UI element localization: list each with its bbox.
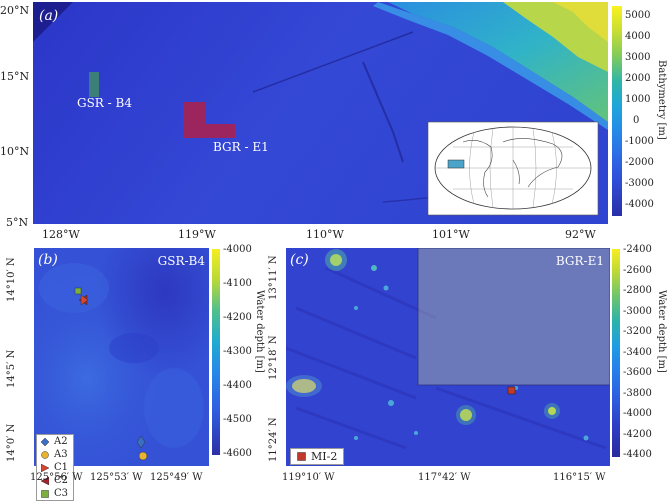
cb-tick: -4200 (223, 312, 252, 323)
marker-c3 (74, 287, 82, 295)
marker-c1 (80, 294, 89, 306)
lon-tick: 125°49′ W (150, 472, 203, 483)
cb-tick: -4200 (623, 428, 652, 440)
legend-item-mi-2: MI-2 (293, 450, 341, 463)
cb-tick: -4300 (223, 346, 252, 357)
panel-b-letter: (b) (38, 252, 58, 268)
cb-tick: -2000 (625, 157, 654, 168)
panel-b-colorbar (212, 249, 220, 455)
lon-tick: 119°W (178, 228, 216, 241)
cb-tick: 1000 (625, 94, 651, 105)
cb-tick: -4600 (223, 448, 252, 459)
lat-tick: 10°N (0, 145, 30, 158)
legend-item-c2: C2 (37, 474, 73, 487)
panel-b-title: GSR-B4 (157, 254, 205, 268)
lat-tick: 14°10′ N (6, 257, 17, 302)
panel-b-map (34, 248, 209, 466)
panel-a-colorbar (612, 6, 622, 216)
panel-c-legend: MI-2 (290, 448, 345, 465)
bgr-e1-region (183, 102, 235, 138)
lon-tick: 101°W (432, 228, 470, 241)
seamounts (286, 249, 589, 441)
gsr-b4-label: GSR - B4 (77, 96, 132, 110)
cb-tick: -2400 (623, 244, 652, 255)
cb-tick: 2000 (625, 73, 651, 84)
lat-tick: 20°N (0, 4, 30, 17)
cb-tick: -4500 (223, 414, 252, 425)
panel-c: (c) BGR-E1 MI-2 (286, 248, 610, 466)
lon-tick: 119°10′ W (282, 472, 335, 483)
marker-a2 (136, 435, 146, 449)
cb-tick: -4400 (623, 449, 652, 460)
marker-mi-2 (507, 386, 516, 395)
panel-c-colorbar-label: Water depth [m] (656, 290, 667, 373)
cb-tick: -3600 (623, 367, 652, 378)
panel-a-letter: (a) (39, 8, 59, 24)
lon-tick: 117°42′ W (418, 472, 471, 483)
lon-tick: 128°W (42, 228, 80, 241)
cb-tick: 5000 (625, 10, 651, 21)
cb-tick: -1000 (625, 136, 654, 147)
legend-item-a2: A2 (37, 435, 73, 448)
cb-tick: 3000 (625, 52, 651, 63)
lat-tick: 13°11′ N (268, 255, 279, 300)
lat-tick: 14°5′ N (6, 349, 17, 388)
cb-tick: 0 (633, 115, 640, 126)
lat-tick: 11°24′ N (268, 417, 279, 462)
legend-item-c3: C3 (37, 487, 73, 500)
lon-tick: 110°W (306, 228, 344, 241)
panel-a-colorbar-label: Bathymetry [m] (656, 60, 667, 140)
lon-tick: 125°56′ W (30, 472, 83, 483)
cb-tick: -2800 (623, 285, 652, 296)
cb-tick: -3200 (623, 326, 652, 337)
panel-c-letter: (c) (290, 252, 309, 268)
panel-b-legend: A2 A3 C1 C2 C3 (36, 434, 74, 501)
cb-tick: -3800 (623, 387, 652, 399)
cb-tick: -2600 (623, 264, 652, 276)
cb-tick: -4400 (223, 380, 252, 391)
lat-tick: 14°0′ N (6, 423, 17, 462)
cb-tick: -4000 (625, 199, 654, 210)
cb-tick: -4000 (223, 244, 252, 255)
panel-a: (a) GSR - B4 BGR - E1 (33, 2, 608, 224)
cb-tick: 4000 (625, 31, 651, 42)
inset-world-map (427, 121, 599, 216)
lat-tick: 12°18′ N (268, 335, 279, 380)
legend-item-c1: C1 (37, 461, 73, 474)
panel-a-map (33, 2, 608, 224)
cb-tick: -3400 (623, 346, 652, 358)
gsr-b4-region (89, 72, 99, 97)
lat-tick: 15°N (0, 70, 30, 83)
panel-c-colorbar (612, 249, 620, 457)
lat-tick: 5°N (6, 216, 29, 229)
cb-tick: -3000 (623, 305, 652, 317)
lon-tick: 116°15′ W (553, 472, 606, 483)
cb-tick: -3000 (625, 178, 654, 189)
survey-area-overlay (417, 248, 610, 386)
panel-c-title: BGR-E1 (555, 254, 604, 268)
lon-tick: 125°53′ W (90, 472, 143, 483)
legend-item-a3: A3 (37, 448, 73, 461)
lon-tick: 92°W (565, 228, 596, 241)
bgr-e1-label: BGR - E1 (213, 140, 269, 154)
marker-a3 (138, 451, 148, 461)
cb-tick: -4100 (223, 278, 252, 289)
panel-c-map (286, 248, 610, 466)
panel-b: (b) GSR-B4 A2 A3 C1 C2 C3 (34, 248, 209, 501)
panel-b-colorbar-label: Water depth [m] (254, 290, 265, 373)
cb-tick: -4000 (623, 408, 652, 419)
